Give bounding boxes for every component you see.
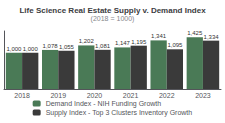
svg-text:1,081: 1,081 (95, 43, 111, 49)
svg-text:2021: 2021 (123, 92, 139, 99)
svg-text:2023: 2023 (195, 92, 211, 99)
svg-text:1,341: 1,341 (151, 33, 167, 39)
svg-text:Life Science Real Estate Suppl: Life Science Real Estate Supply v. Deman… (19, 6, 206, 15)
svg-text:1,195: 1,195 (131, 39, 147, 45)
svg-text:1,078: 1,078 (43, 43, 59, 49)
svg-text:(2018 = 1000): (2018 = 1000) (91, 15, 135, 23)
svg-text:1,095: 1,095 (167, 42, 183, 48)
svg-text:Supply Index - Top 3 Clusters: Supply Index - Top 3 Clusters Inventory … (46, 109, 193, 117)
svg-text:1,000: 1,000 (23, 46, 39, 52)
svg-text:1,334: 1,334 (204, 34, 220, 40)
svg-text:1,147: 1,147 (115, 40, 131, 46)
svg-text:2018: 2018 (14, 92, 30, 99)
svg-text:1,425: 1,425 (187, 30, 203, 36)
svg-text:1,202: 1,202 (79, 38, 95, 44)
svg-text:2020: 2020 (87, 92, 103, 99)
svg-text:1,000: 1,000 (6, 46, 22, 52)
svg-text:2019: 2019 (50, 92, 66, 99)
svg-text:2022: 2022 (159, 92, 175, 99)
svg-text:Demand Index - NIH Funding Gro: Demand Index - NIH Funding Growth (46, 100, 162, 108)
svg-text:1,055: 1,055 (59, 44, 75, 50)
